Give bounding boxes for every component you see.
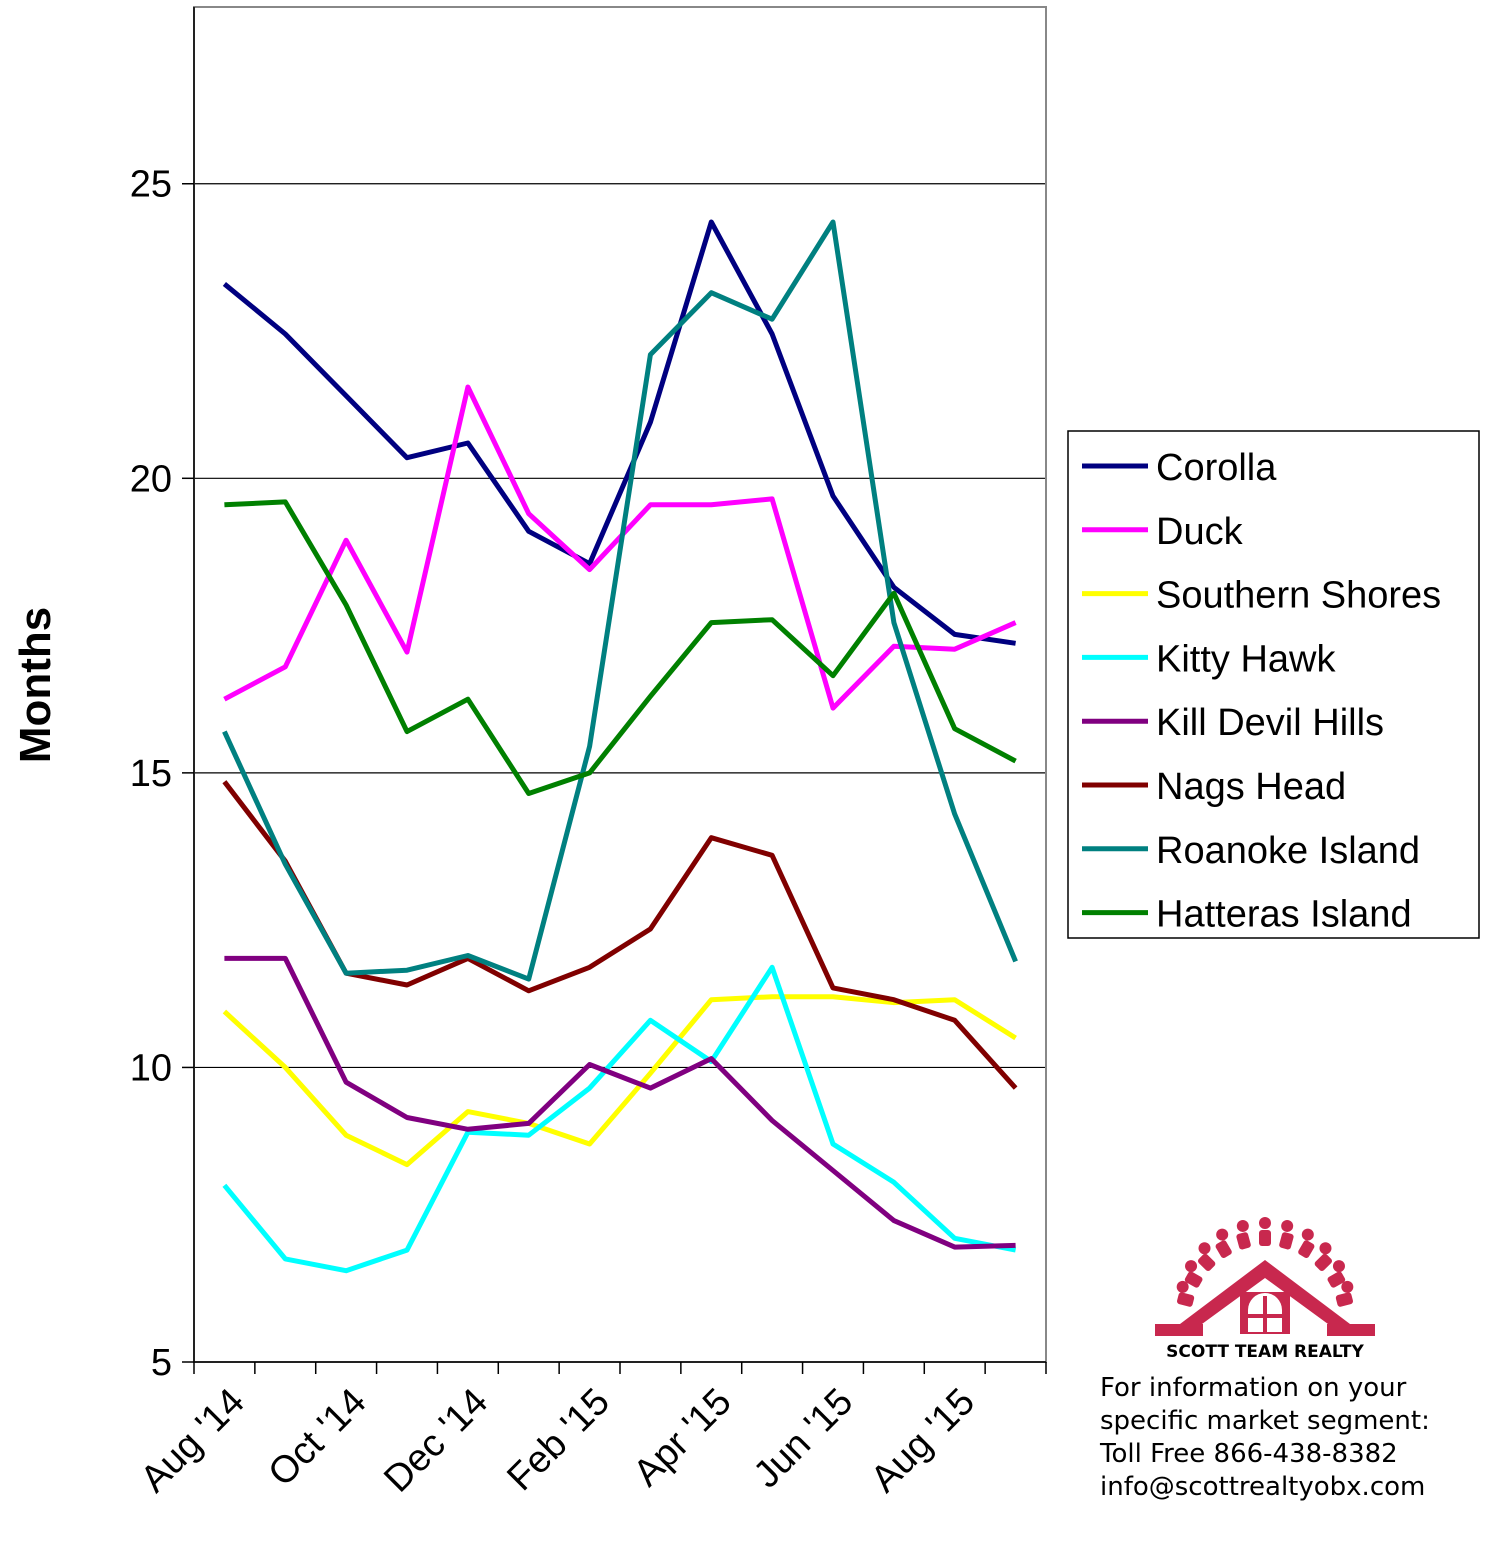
legend-label: Nags Head	[1156, 766, 1346, 808]
legend-label: Hatteras Island	[1156, 894, 1412, 936]
legend-label: Roanoke Island	[1156, 830, 1420, 872]
legend-label: Kitty Hawk	[1156, 638, 1336, 680]
x-tick-label: Jun '15	[746, 1381, 862, 1497]
x-tick-label: Oct '14	[261, 1381, 375, 1495]
series-lines	[222, 219, 1018, 1274]
y-tick-label: 5	[151, 1342, 172, 1384]
y-tick-label: 25	[130, 164, 172, 206]
series-line-hatteras-island	[224, 499, 1017, 796]
series-line-kill-devil-hills	[224, 955, 1016, 1250]
legend-label: Corolla	[1156, 447, 1277, 489]
info-line: specific market segment:	[1100, 1406, 1430, 1436]
info-line: info@scottrealtyobx.com	[1100, 1472, 1426, 1502]
series-line-southern-shores	[222, 994, 1017, 1168]
logo-company-name: SCOTT TEAM REALTY	[1166, 1342, 1364, 1362]
legend: Corolla Duck Southern Shores Kitty Hawk Kill…	[1067, 430, 1480, 939]
x-tick-label: Dec '14	[376, 1381, 496, 1501]
x-tick-label: Feb '15	[499, 1381, 617, 1499]
x-tick-label: Aug '14	[133, 1381, 253, 1501]
y-tick-label: 15	[130, 753, 172, 795]
y-tick-label: 20	[130, 458, 172, 500]
gridlines	[194, 183, 1046, 1069]
contact-info: For information on your specific market …	[1100, 1372, 1480, 1504]
company-logo: SCOTT TEAM REALTY	[1150, 1212, 1380, 1367]
series-line-corolla	[222, 219, 1016, 646]
legend-label: Duck	[1156, 511, 1244, 553]
x-tick-label: Aug '15	[863, 1381, 983, 1501]
legend-label: Kill Devil Hills	[1156, 702, 1384, 744]
series-line-kitty-hawk	[222, 964, 1017, 1274]
legend-box	[1067, 430, 1480, 939]
series-line-roanoke-island	[222, 219, 1018, 982]
x-tick-label: Apr '15	[626, 1381, 740, 1495]
house-with-people-arc-logo-icon	[1155, 1217, 1375, 1336]
legend-label: Southern Shores	[1156, 575, 1441, 617]
plot-area-border	[193, 6, 1047, 1363]
info-line: For information on your	[1100, 1373, 1407, 1403]
y-axis-title: Months	[11, 607, 60, 763]
y-tick-label: 10	[130, 1047, 172, 1089]
info-line: Toll Free 866-438-8382	[1100, 1439, 1398, 1469]
series-line-nags-head	[222, 780, 1018, 1090]
